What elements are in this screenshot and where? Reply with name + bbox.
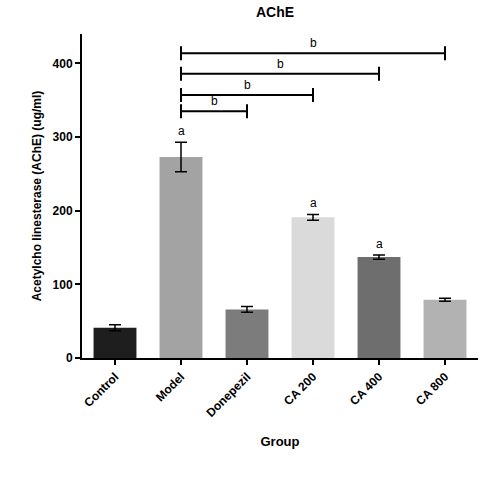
svg-text:a: a bbox=[310, 196, 317, 210]
svg-text:b: b bbox=[277, 57, 284, 71]
svg-text:0: 0 bbox=[66, 351, 73, 365]
svg-text:Group: Group bbox=[261, 434, 300, 449]
svg-text:CA 400: CA 400 bbox=[347, 370, 386, 409]
svg-text:CA 200: CA 200 bbox=[281, 370, 320, 409]
svg-text:Model: Model bbox=[153, 370, 187, 404]
svg-text:a: a bbox=[178, 124, 185, 138]
svg-text:100: 100 bbox=[53, 278, 73, 292]
svg-text:Control: Control bbox=[81, 370, 121, 410]
svg-text:CA 800: CA 800 bbox=[413, 370, 452, 409]
svg-text:b: b bbox=[211, 94, 218, 108]
svg-text:Donepezil: Donepezil bbox=[203, 370, 253, 420]
svg-text:Acetylcho linesterase (AChE) (: Acetylcho linesterase (AChE) (ug/ml) bbox=[30, 91, 44, 302]
svg-text:200: 200 bbox=[53, 204, 73, 218]
svg-text:b: b bbox=[310, 36, 317, 50]
svg-text:AChE: AChE bbox=[256, 4, 294, 20]
svg-text:300: 300 bbox=[53, 130, 73, 144]
svg-text:400: 400 bbox=[53, 57, 73, 71]
svg-text:b: b bbox=[244, 78, 251, 92]
svg-text:a: a bbox=[376, 237, 383, 251]
